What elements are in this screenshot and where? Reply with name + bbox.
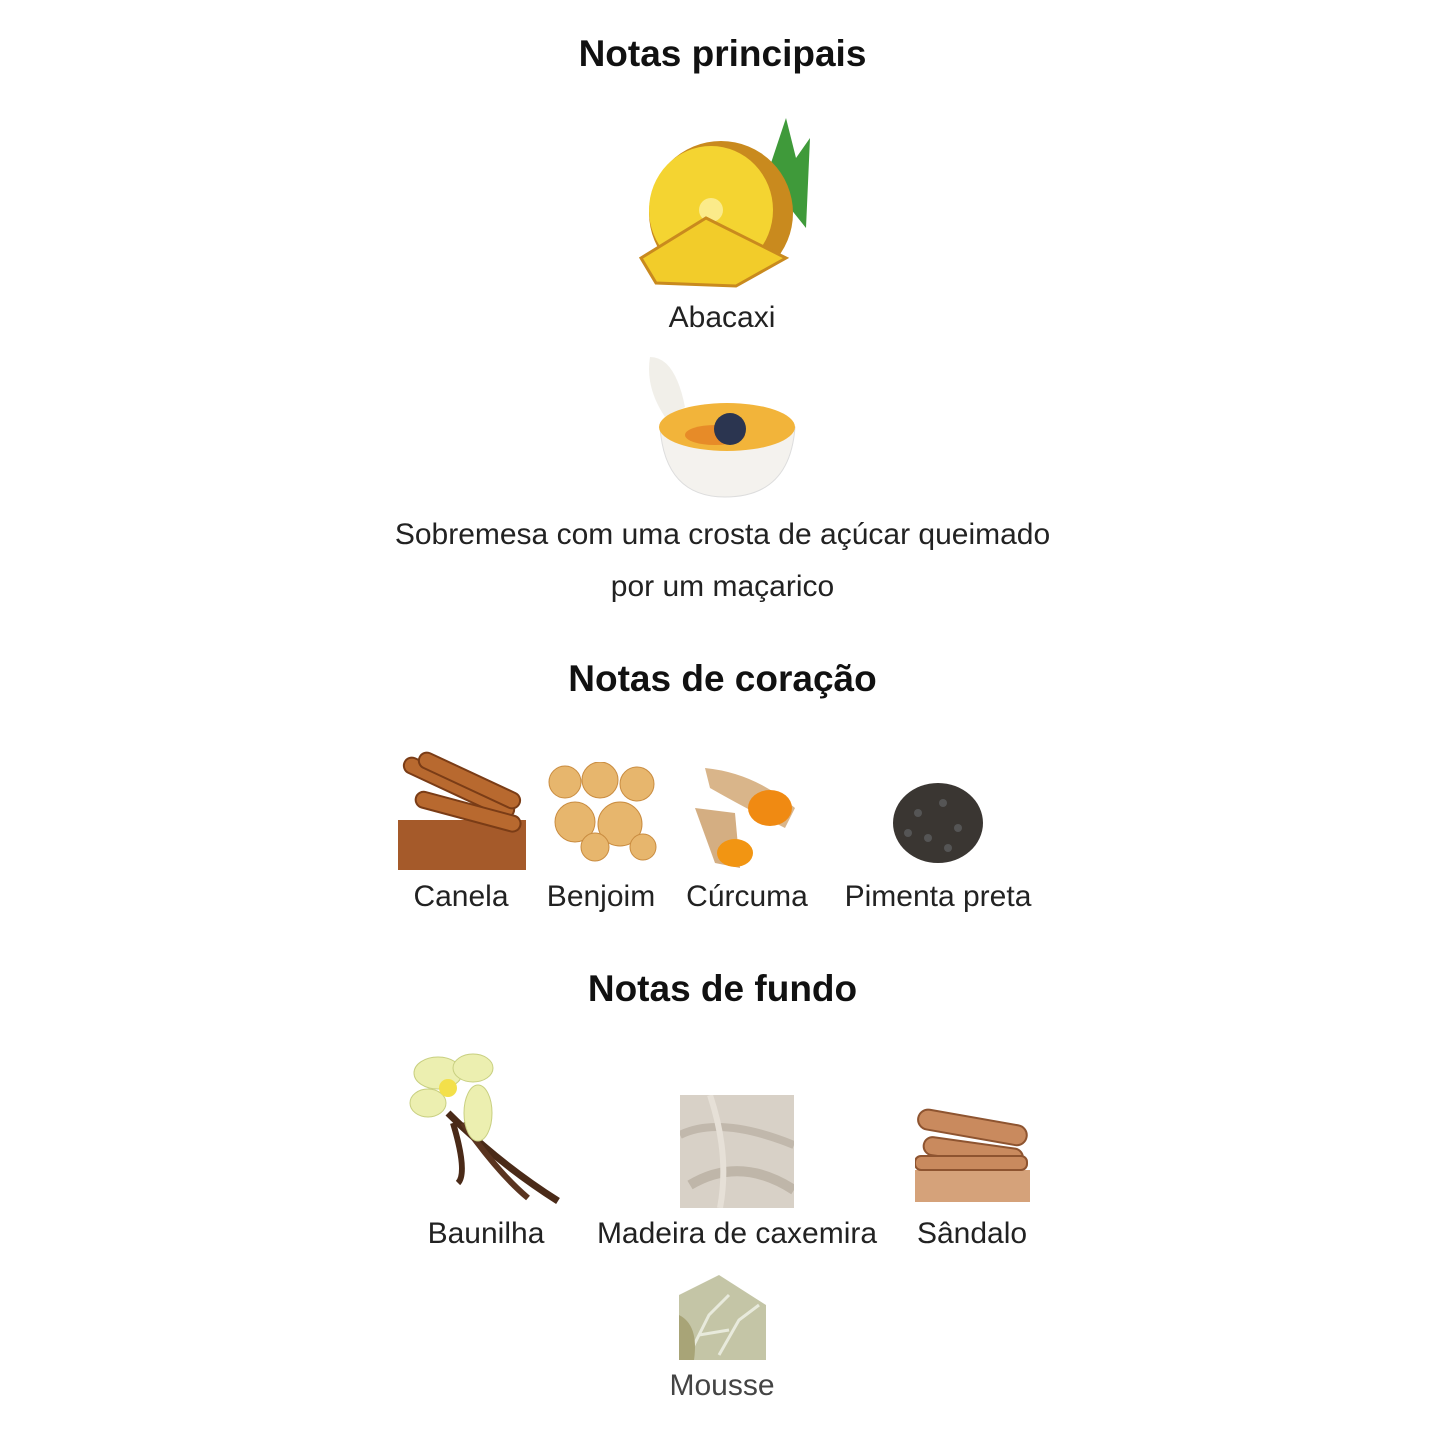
sandalwood-image bbox=[915, 1098, 1030, 1205]
note-label-sandalo: Sândalo bbox=[916, 1217, 1028, 1250]
note-label-mousse: Mousse bbox=[669, 1369, 775, 1402]
cashmere-wood-image bbox=[680, 1095, 794, 1208]
section-title-base-notes: Notas de fundo bbox=[587, 968, 858, 1009]
vanilla-image bbox=[408, 1053, 563, 1205]
note-label-benjoim: Benjoim bbox=[546, 880, 656, 913]
note-label-line-2: por um maçarico bbox=[610, 570, 835, 603]
cinnamon-image bbox=[398, 745, 526, 870]
note-label-abacaxi: Abacaxi bbox=[668, 301, 776, 334]
note-label-baunilha: Baunilha bbox=[427, 1217, 545, 1250]
section-title-top-notes: Notas principais bbox=[578, 33, 867, 74]
turmeric-image bbox=[695, 768, 800, 870]
section-title-heart-notes: Notas de coração bbox=[568, 658, 877, 699]
note-label-creme-brulee: Sobremesa com uma crosta de açúcar queim… bbox=[0, 509, 1445, 613]
benzoin-image bbox=[545, 762, 658, 862]
note-label-pimenta-preta: Pimenta preta bbox=[844, 880, 1032, 913]
note-label-madeira-de-caxemira: Madeira de caxemira bbox=[596, 1217, 878, 1250]
moss-image bbox=[679, 1275, 766, 1360]
note-label-canela: Canela bbox=[413, 880, 509, 913]
note-label-line-1: Sobremesa com uma crosta de açúcar queim… bbox=[394, 518, 1051, 551]
creme-brulee-image bbox=[645, 357, 800, 500]
pineapple-image bbox=[636, 118, 810, 290]
black-pepper-image bbox=[888, 773, 988, 870]
note-label-curcuma: Cúrcuma bbox=[686, 880, 808, 913]
